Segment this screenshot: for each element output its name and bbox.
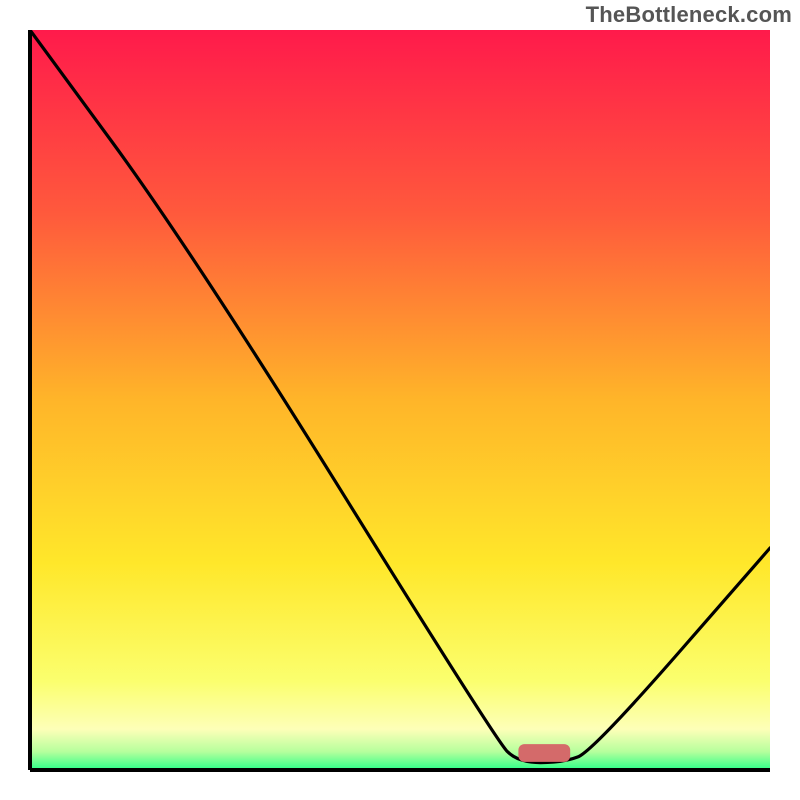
optimal-marker (518, 744, 570, 762)
bottleneck-chart (0, 0, 800, 800)
plot-area (30, 30, 770, 770)
chart-container: TheBottleneck.com (0, 0, 800, 800)
gradient-background (30, 30, 770, 770)
watermark-label: TheBottleneck.com (586, 2, 792, 28)
